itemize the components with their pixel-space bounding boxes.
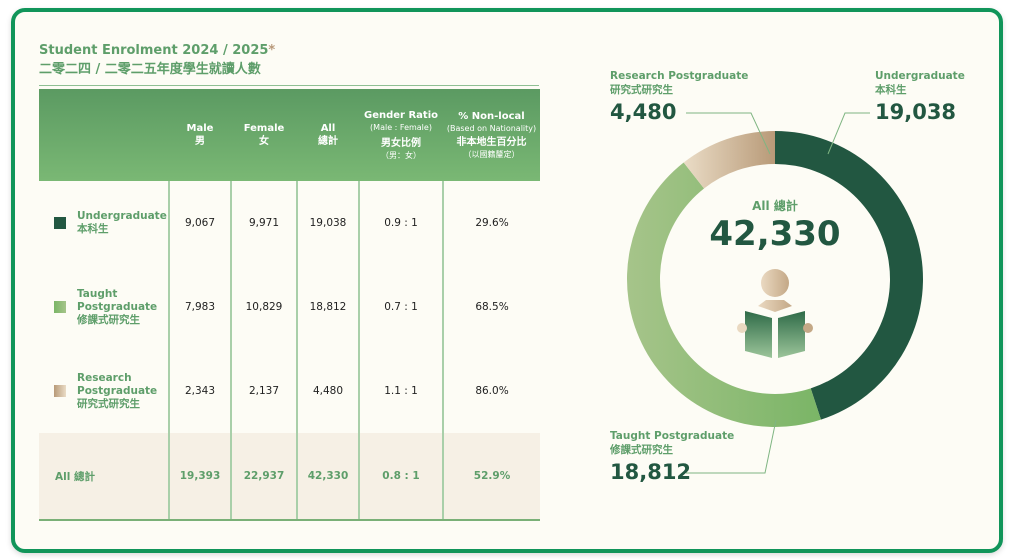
callout-label-en: Research Postgraduate [610, 70, 749, 82]
page-title: Student Enrolment 2024 / 2025* 二零二四 / 二零… [39, 41, 275, 79]
callout-label-en: Taught Postgraduate [610, 430, 735, 442]
header-ratio-sub-en: (Male : Female) [370, 123, 432, 132]
header-non-local: % Non-local (Based on Nationality) 非本地生百分比… [443, 89, 540, 181]
header-female-zh: 女 [259, 136, 269, 147]
header-ratio-zh: 男女比例 [381, 138, 421, 149]
callout-label-en: Undergraduate [875, 70, 965, 82]
total-label: All 總計 [55, 470, 95, 483]
total-male-cell: 19,393 [168, 433, 231, 521]
header-male-zh: 男 [195, 136, 205, 147]
title-asterisk: * [268, 43, 276, 58]
category-label-en: Undergraduate [77, 210, 167, 222]
table-row: Research Postgraduate 研究式研究生 2,343 2,137 … [39, 349, 540, 433]
legend-swatch-research-postgraduate [54, 385, 66, 397]
header-male-en: Male [186, 123, 214, 134]
header-male: Male 男 [169, 89, 231, 181]
header-nonlocal-en: % Non-local [458, 111, 525, 122]
total-label-cell: All 總計 [39, 433, 169, 521]
table-total-row: All 總計 19,393 22,937 42,330 0.8 : 1 52.9… [39, 433, 540, 521]
header-ratio-sub-zh: （男：女） [381, 151, 421, 160]
ratio-cell: 1.1 : 1 [358, 349, 443, 433]
callout-value: 18,812 [610, 460, 692, 484]
category-label-en: Research Postgraduate [77, 371, 158, 397]
callout-undergraduate: Undergraduate 本科生 19,038 [875, 69, 965, 125]
header-female-en: Female [243, 123, 285, 134]
callout-value: 4,480 [610, 100, 677, 124]
header-nonlocal-zh: 非本地生百分比 [456, 137, 527, 148]
total-female-cell: 22,937 [230, 433, 297, 521]
category-label-en: Taught Postgraduate [77, 287, 158, 313]
total-nonlocal-cell: 52.9% [442, 433, 540, 521]
callout-taught-postgraduate: Taught Postgraduate 修課式研究生 18,812 [610, 429, 734, 485]
category-cell: Research Postgraduate 研究式研究生 [39, 349, 169, 433]
donut-center-label: All 總計 [752, 199, 798, 213]
header-all-en: All [320, 123, 336, 134]
header-gender-ratio: Gender Ratio (Male : Female) 男女比例 （男：女） [359, 89, 443, 181]
enrolment-table: Male 男 Female 女 All 總計 Gender Ratio (Male : … [39, 89, 540, 521]
callout-research-postgraduate: Research Postgraduate 研究式研究生 4,480 [610, 69, 748, 125]
category-label-zh: 修課式研究生 [77, 313, 140, 326]
total-ratio-cell: 0.8 : 1 [358, 433, 443, 521]
title-divider [39, 85, 539, 86]
header-nonlocal-sub-zh: （以國籍釐定） [463, 150, 520, 159]
ratio-cell: 0.9 : 1 [358, 181, 443, 265]
ratio-cell: 0.7 : 1 [358, 265, 443, 349]
category-label-zh: 本科生 [77, 223, 109, 235]
category-cell: Taught Postgraduate 修課式研究生 [39, 265, 169, 349]
title-chinese: 二零二四 / 二零二五年度學生就讀人數 [39, 62, 261, 77]
callout-label-zh: 研究式研究生 [610, 84, 673, 96]
header-ratio-en: Gender Ratio [364, 110, 438, 121]
table-header-row: Male 男 Female 女 All 總計 Gender Ratio (Male : … [39, 89, 540, 181]
legend-swatch-taught-postgraduate [54, 301, 66, 313]
table-row: Taught Postgraduate 修課式研究生 7,983 10,829 1… [39, 265, 540, 349]
male-cell: 9,067 [168, 181, 231, 265]
donut-center-total: 42,330 [709, 214, 841, 254]
callout-value: 19,038 [875, 100, 957, 124]
header-nonlocal-sub-en: (Based on Nationality) [446, 124, 537, 133]
nonlocal-cell: 29.6% [442, 181, 540, 265]
header-all-zh: 總計 [318, 136, 338, 147]
callout-label-zh: 修課式研究生 [610, 444, 673, 456]
all-cell: 4,480 [296, 349, 359, 433]
category-label-zh: 研究式研究生 [77, 397, 140, 410]
table-row: Undergraduate 本科生 9,067 9,971 19,038 0.9 … [39, 181, 540, 265]
male-cell: 7,983 [168, 265, 231, 349]
title-english: Student Enrolment 2024 / 2025 [39, 43, 269, 58]
all-cell: 18,812 [296, 265, 359, 349]
male-cell: 2,343 [168, 349, 231, 433]
callout-label-zh: 本科生 [875, 84, 907, 96]
all-cell: 19,038 [296, 181, 359, 265]
category-cell: Undergraduate 本科生 [39, 181, 169, 265]
legend-swatch-undergraduate [54, 217, 66, 229]
header-female: Female 女 [231, 89, 297, 181]
nonlocal-cell: 86.0% [442, 349, 540, 433]
female-cell: 2,137 [230, 349, 297, 433]
header-category [39, 89, 169, 181]
total-all-cell: 42,330 [296, 433, 359, 521]
header-all: All 總計 [297, 89, 359, 181]
female-cell: 10,829 [230, 265, 297, 349]
female-cell: 9,971 [230, 181, 297, 265]
nonlocal-cell: 68.5% [442, 265, 540, 349]
